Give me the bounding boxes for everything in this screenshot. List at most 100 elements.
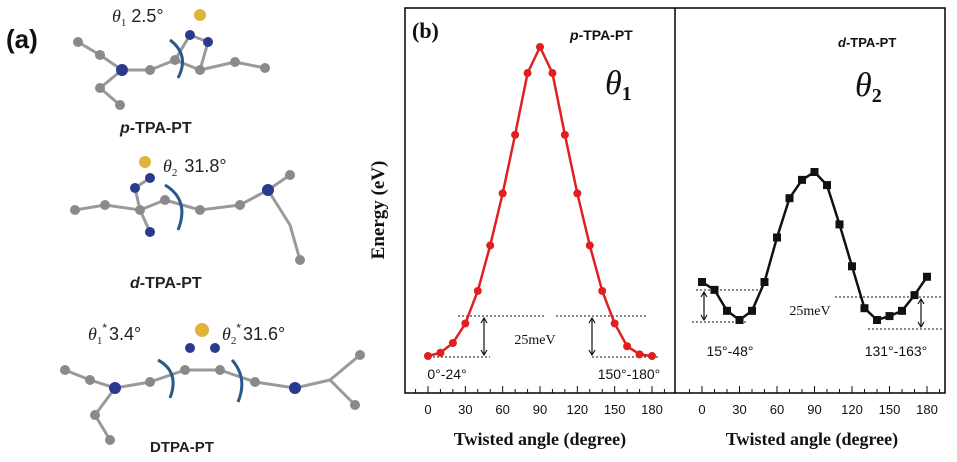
- chart-1-tick-label: 60: [495, 402, 509, 417]
- chart-2-point: [835, 220, 844, 229]
- chart-1-point: [623, 342, 632, 351]
- chart-2-line: [701, 170, 929, 322]
- molecule-name-2: d-TPA-PT: [130, 275, 202, 292]
- chart-1-point: [598, 286, 607, 295]
- chart-1-point: [448, 338, 457, 347]
- chart-2-point: [898, 306, 906, 315]
- twist-arrow-2: [164, 183, 184, 231]
- chart-1-point: [573, 189, 582, 198]
- chart-1-point: [585, 241, 594, 250]
- angle-label-2: θ2 31.8°: [163, 156, 227, 179]
- molecule-d-tpa-pt: θ2 31.8° d-TPA-PT: [70, 156, 305, 292]
- chart-2-point: [798, 175, 806, 184]
- chart-1-range-left: 0°-24°: [427, 366, 466, 382]
- y-axis-label: Energy (eV): [368, 161, 389, 260]
- chart-2-range-right: 131°-163°: [865, 343, 928, 359]
- chart-2-point: [748, 306, 756, 315]
- chart-1-point: [473, 286, 482, 295]
- molecule-structure-3: [64, 353, 361, 441]
- chart-2-barrier-label: 25meV: [789, 304, 830, 319]
- chart-1-arrow: [588, 316, 596, 357]
- chart-1-tick-label: 30: [458, 402, 472, 417]
- chart-2-tick-label: 90: [807, 402, 821, 417]
- chart-2-point: [923, 272, 931, 281]
- chart-2-ticklabels: 0 30 60 90 120 150 180: [698, 402, 937, 417]
- chart-2-tick-label: 150: [879, 402, 901, 417]
- chart-1-series: [424, 43, 656, 360]
- angle-label-3a: θ1* 3.4°: [88, 321, 141, 347]
- chart-1-tick-label: 120: [566, 402, 588, 417]
- chart-1-point: [610, 319, 619, 328]
- chart-1-point: [486, 241, 495, 250]
- chart-2-point: [723, 306, 731, 315]
- angle-label-3b: θ2* 31.6°: [222, 321, 285, 347]
- chart-1-symbol: θ1: [605, 65, 632, 105]
- chart-1-point: [523, 69, 532, 78]
- chart-2-point: [860, 304, 869, 313]
- chart-1-tick-label: 180: [641, 402, 663, 417]
- chart-1-point: [498, 189, 507, 198]
- chart-2-point: [910, 291, 919, 300]
- twist-arrow-3b: [230, 359, 244, 403]
- chart-2-point: [848, 262, 856, 271]
- molecule-name-1: p-TPA-PT: [119, 120, 192, 137]
- chart-2-axis: [689, 386, 940, 393]
- chart-2-arrow: [917, 297, 925, 329]
- angle-label-1: θ1 2.5°: [112, 6, 164, 29]
- chart-2-tick-label: 0: [698, 402, 705, 417]
- chart-2-point: [785, 194, 794, 203]
- chart-2-point: [698, 278, 706, 287]
- chart-1-point: [424, 352, 432, 360]
- molecule-structure-1: [77, 33, 266, 107]
- chart-2-point: [773, 233, 781, 242]
- chart-2-point: [885, 312, 894, 321]
- chart-2-annotation-lines: [692, 289, 943, 330]
- chart-1: p-TPA-PT θ1 0 30 60 90 120 150 180 Twisted ang…: [415, 27, 665, 450]
- atoms-3: [60, 323, 365, 445]
- chart-2-point: [823, 181, 831, 190]
- chart-1-arrow: [480, 316, 488, 357]
- chart-1-tick-label: 90: [533, 402, 547, 417]
- chart-1-point: [536, 43, 544, 51]
- chart-2-point: [810, 168, 819, 176]
- chart-2-point: [710, 285, 719, 294]
- chart-1-axis: [415, 386, 665, 393]
- panel-a-label: (a): [6, 24, 38, 54]
- chart-1-point: [511, 130, 520, 139]
- chart-1-point: [436, 348, 445, 357]
- chart-1-point: [648, 352, 656, 360]
- panel-a: (a) θ1 2.5°: [6, 6, 365, 456]
- chart-1-point: [548, 69, 557, 78]
- molecule-dtpa-pt: θ1* 3.4° θ2* 31.6° DTPA-PT: [60, 321, 365, 456]
- chart-1-ticklabels: 0 30 60 90 120 150 180: [424, 402, 662, 417]
- chart-2-symbol: θ2: [855, 67, 882, 107]
- chart-2-tick-label: 30: [732, 402, 746, 417]
- chart-2-series: [698, 168, 931, 324]
- chart-1-point: [635, 350, 644, 359]
- chart-2-point: [760, 278, 769, 287]
- atoms-1: [73, 9, 270, 110]
- chart-1-range-right: 150°-180°: [598, 366, 661, 382]
- atoms-2: [70, 156, 305, 265]
- panel-b-label: (b): [412, 18, 439, 43]
- chart-2-tick-label: 60: [770, 402, 784, 417]
- chart-1-point: [560, 130, 569, 139]
- chart-2-tick-label: 120: [841, 402, 863, 417]
- chart-2-xlabel: Twisted angle (degree): [726, 429, 898, 450]
- twist-arrow-1: [169, 38, 184, 79]
- chart-1-title: p-TPA-PT: [569, 27, 633, 43]
- chart-2-point: [873, 316, 881, 324]
- chart-2-point: [735, 316, 744, 324]
- chart-2-arrow: [700, 290, 708, 322]
- chart-2-title: d-TPA-PT: [838, 35, 896, 50]
- chart-2-range-left: 15°-48°: [706, 343, 753, 359]
- chart-1-xlabel: Twisted angle (degree): [454, 429, 626, 450]
- panel-b: (b) Energy (eV) p-TPA-PT θ1 0 30 60 90 120 15…: [368, 7, 946, 450]
- twist-arrow-3a: [157, 358, 175, 399]
- molecule-p-tpa-pt: θ1 2.5° p-TPA-PT: [73, 6, 270, 137]
- chart-1-barrier-label: 25meV: [514, 333, 555, 348]
- chart-2-tick-label: 180: [916, 402, 938, 417]
- chart-1-tick-label: 150: [604, 402, 626, 417]
- chart-1-tick-label: 0: [424, 402, 431, 417]
